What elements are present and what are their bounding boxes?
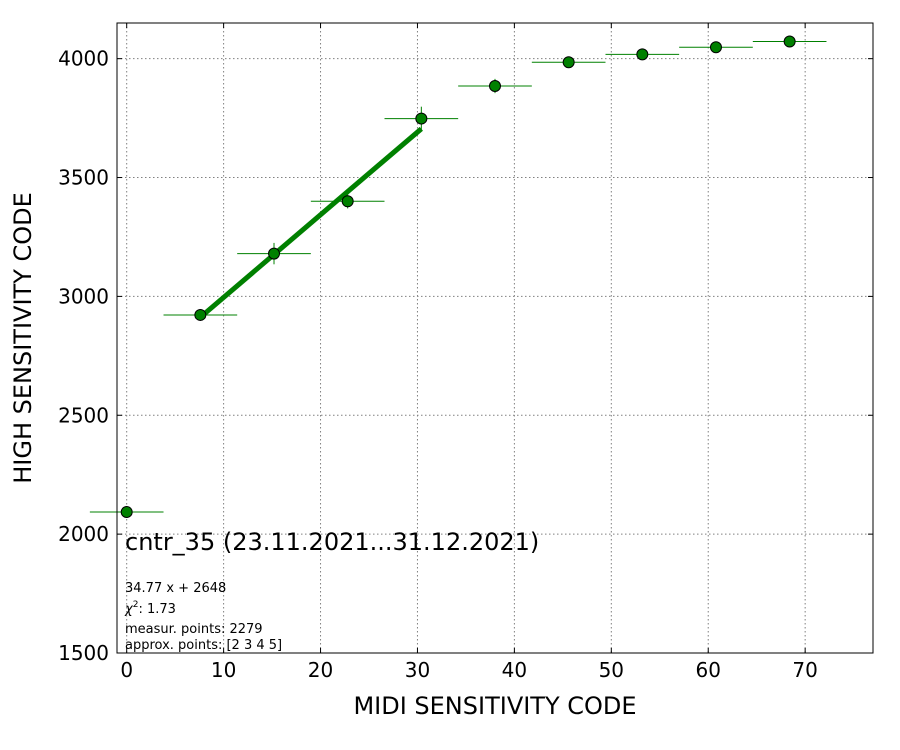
y-tick-label: 4000 — [58, 47, 109, 71]
y-tick-label: 2000 — [58, 522, 109, 546]
data-point — [194, 308, 207, 321]
plot-frame — [116, 22, 874, 654]
y-axis-label: HIGH SENSITIVITY CODE — [9, 192, 37, 484]
x-tick-label: 20 — [308, 658, 333, 682]
x-tick-label: 40 — [502, 658, 527, 682]
data-point — [562, 56, 575, 69]
data-point — [415, 112, 428, 125]
chi-superscript: 2 — [133, 600, 139, 610]
ticks-layer: 0 10 20 30 40 50 60 70 1500 2000 2500 3000 3500 4000 — [58, 23, 873, 682]
y-tick-label: 1500 — [58, 641, 109, 665]
x-tick-label: 30 — [405, 658, 430, 682]
data-point — [489, 80, 501, 92]
measur-points: measur. points: 2279 — [125, 622, 263, 637]
points-layer — [89, 35, 827, 519]
x-tick-label: 60 — [696, 658, 721, 682]
data-point — [709, 41, 722, 54]
data-point — [636, 48, 649, 61]
approx-points: approx. points: [2 3 4 5] — [125, 638, 282, 653]
data-point — [268, 247, 281, 260]
fit-line — [198, 126, 423, 320]
x-tick-label: 70 — [792, 658, 817, 682]
chi-value: : 1.73 — [138, 602, 175, 617]
x-axis-label: MIDI SENSITIVITY CODE — [353, 692, 636, 720]
y-tick-label: 3500 — [58, 166, 109, 190]
data-point — [120, 506, 133, 519]
fit-layer — [198, 126, 423, 320]
x-tick-label: 0 — [120, 658, 133, 682]
annotation-title: cntr_35 (23.11.2021...31.12.2021) — [125, 528, 539, 556]
chi-symbol: χ — [124, 602, 134, 617]
x-tick-label: 10 — [211, 658, 236, 682]
y-tick-label: 2500 — [58, 403, 109, 427]
data-point — [341, 195, 354, 208]
fit-equation: 34.77 x + 2648 — [125, 581, 226, 596]
y-tick-label: 3000 — [58, 284, 109, 308]
chi-squared: χ2: 1.73 — [124, 600, 176, 617]
grid-layer — [117, 23, 873, 654]
data-point — [783, 35, 796, 48]
x-tick-label: 50 — [599, 658, 624, 682]
